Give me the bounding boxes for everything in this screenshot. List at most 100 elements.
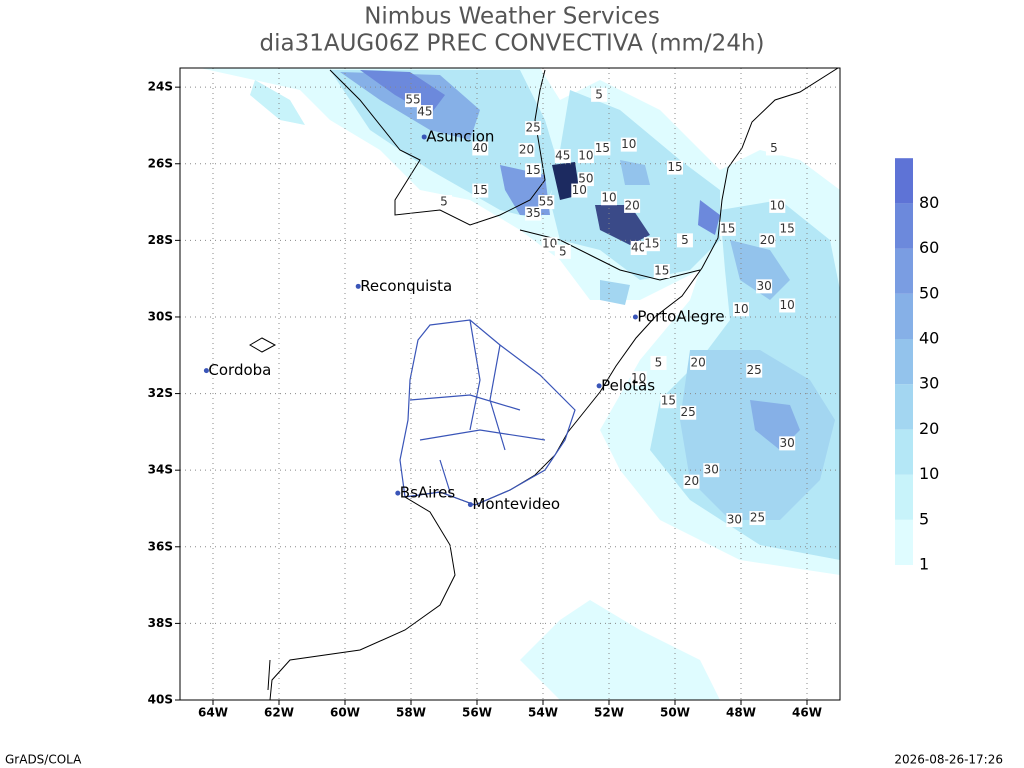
colorbar-label: 5	[919, 509, 929, 528]
contour-label-bg	[591, 87, 608, 102]
contour-label-bg	[577, 172, 594, 187]
contour-label: 5	[440, 195, 448, 209]
footer-left: GrADS/COLA	[5, 753, 82, 767]
contour-label-bg	[650, 355, 667, 370]
colorbar-label: 80	[919, 193, 939, 212]
contour-label: 20	[624, 198, 639, 212]
colorbar-label: 10	[919, 464, 939, 483]
city-dot	[596, 383, 602, 389]
subtitle: dia31AUG06Z PREC CONVECTIVA (mm/24h)	[259, 31, 764, 57]
contour-label-bg	[683, 474, 700, 489]
contour-label: 40	[473, 141, 488, 155]
contour-label: 30	[727, 512, 742, 526]
lat-tick-label: 34S	[148, 463, 173, 477]
lon-tick-label: 50W	[660, 706, 690, 720]
contour-label: 5	[655, 355, 663, 369]
lon-tick-label: 58W	[396, 706, 426, 720]
contour-label-bg	[436, 195, 452, 210]
contour-label-bg	[416, 105, 433, 120]
contour-label: 15	[661, 394, 676, 408]
contour-label: 45	[417, 105, 432, 119]
city-dot	[355, 283, 361, 289]
contour-label: 30	[780, 436, 795, 450]
contour-label: 15	[654, 264, 669, 278]
contour-label-bg	[749, 511, 766, 526]
contour-label-bg	[719, 221, 736, 236]
contour-label-bg	[472, 141, 489, 156]
contour-label: 15	[595, 141, 610, 155]
contour-label: 55	[539, 195, 554, 209]
city-label: Pelotas	[601, 376, 655, 394]
contour-label: 25	[525, 121, 540, 135]
lat-tick-label: 38S	[148, 616, 173, 630]
lat-tick-label: 24S	[148, 80, 173, 94]
contour-label-bg	[667, 160, 683, 175]
lat-tick-label: 28S	[148, 233, 173, 247]
lat-tick-label: 26S	[148, 156, 173, 170]
lat-tick-label: 36S	[148, 539, 173, 553]
uruguay-borders	[399, 319, 576, 506]
contour-label-bg	[538, 195, 555, 210]
lon-tick-label: 52W	[594, 706, 624, 720]
contour-label-bg	[759, 233, 776, 248]
contour-label-bg	[630, 241, 647, 256]
city-dot	[632, 314, 638, 320]
footer-right: 2026-08-26-17:26	[894, 753, 1003, 767]
contour-label: 10	[578, 149, 593, 163]
contour-label: 15	[644, 237, 659, 251]
contour-label: 25	[750, 511, 765, 525]
contour-label-bg	[624, 198, 641, 213]
contour-label-bg	[554, 244, 571, 259]
contour-label: 10	[770, 198, 785, 212]
colorbar-label: 40	[919, 329, 939, 348]
contour-label-bg	[571, 183, 588, 198]
contour-label: 20	[760, 233, 775, 247]
contour-label: 30	[704, 463, 719, 477]
lon-tick-label: 54W	[528, 706, 558, 720]
contour-label-bg	[525, 163, 542, 178]
contour-label: 5	[559, 244, 567, 258]
contour-label: 5	[770, 141, 778, 155]
colorbar-box	[895, 429, 913, 475]
contour-label-bg	[554, 149, 571, 164]
colorbar-box	[895, 248, 913, 294]
contour-label: 5	[681, 233, 689, 247]
colorbar-box	[895, 384, 913, 430]
contour-label: 50	[578, 172, 593, 186]
contour-label-bg	[676, 233, 693, 248]
contour-label: 20	[690, 355, 705, 369]
contour-label-bg	[525, 206, 542, 221]
contour-label-bg	[577, 149, 594, 164]
contour-label: 55	[405, 93, 420, 107]
city-dot	[421, 134, 427, 140]
colorbar-box	[895, 158, 913, 204]
lon-tick-label: 64W	[198, 706, 228, 720]
contour-label: 20	[519, 142, 534, 156]
contour-label-bg	[525, 121, 542, 136]
contour-label-bg	[779, 221, 796, 236]
contour-label-bg	[404, 93, 421, 108]
contour-label: 15	[667, 160, 682, 174]
contour-label-bg	[726, 512, 743, 527]
contour-label-bg	[653, 264, 670, 279]
lat-tick-label: 32S	[148, 386, 173, 400]
contour-label: 30	[756, 279, 771, 293]
colorbar-box	[895, 339, 913, 385]
contour-label-bg	[630, 371, 647, 386]
title: Nimbus Weather Services	[364, 4, 660, 30]
contour-label-bg	[766, 141, 782, 156]
contour-label: 10	[572, 183, 587, 197]
contour-label-bg	[680, 405, 697, 420]
contour-label-bg	[541, 237, 558, 252]
lon-tick-label: 48W	[726, 706, 756, 720]
contour-label-bg	[620, 137, 637, 152]
contour-label-bg	[733, 302, 749, 317]
contour-label: 25	[681, 405, 696, 419]
contour-label: 25	[747, 363, 762, 377]
contour-label-bg	[660, 394, 677, 409]
contour-label-bg	[779, 298, 796, 313]
city-label: Asuncion	[426, 127, 494, 145]
grid	[180, 68, 840, 701]
contour-label-bg	[594, 141, 611, 156]
